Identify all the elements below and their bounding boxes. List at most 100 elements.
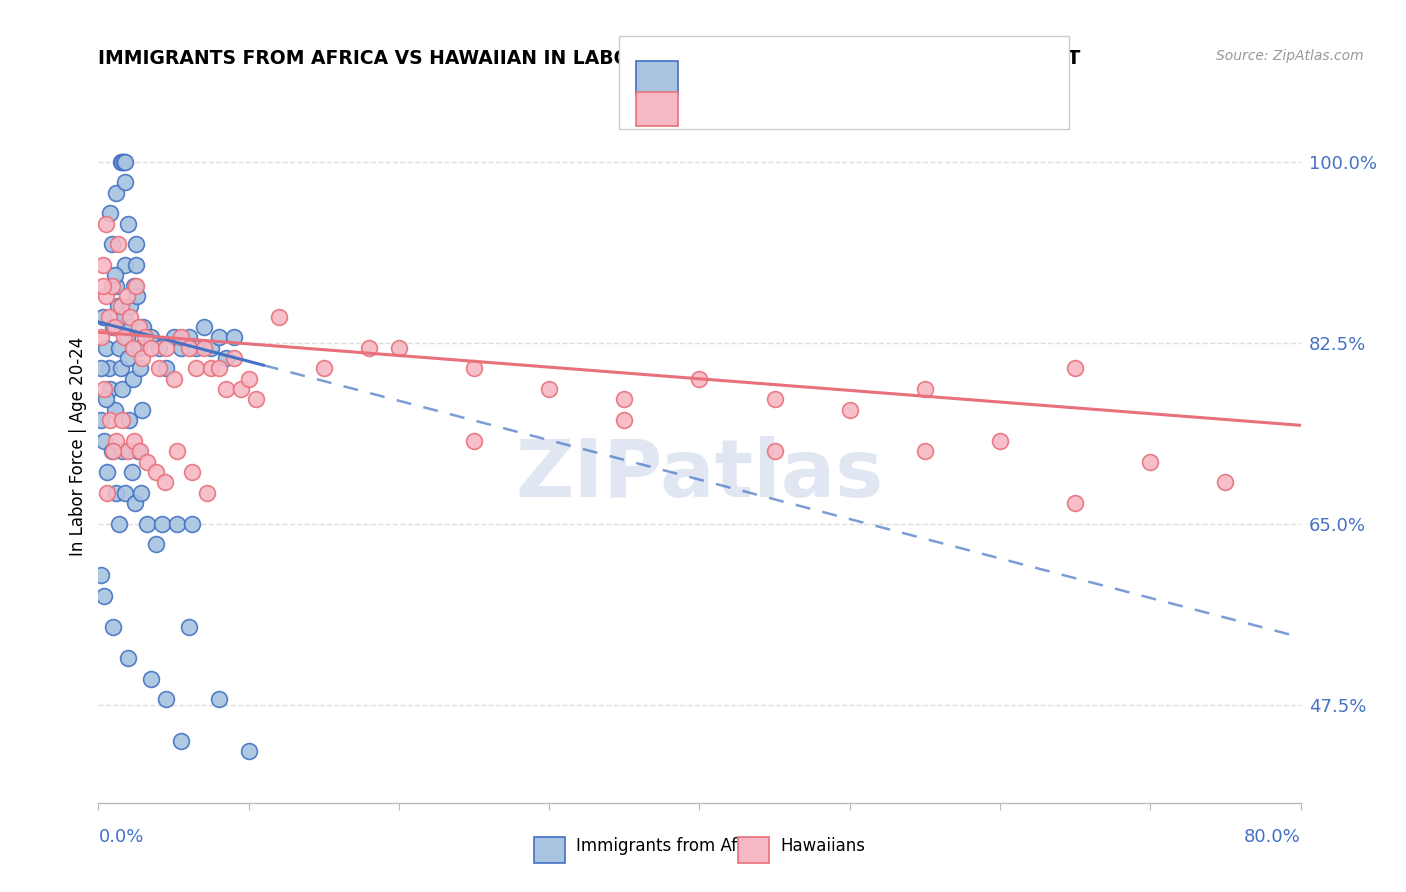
Point	[104, 320, 127, 334]
Point	[114, 154, 136, 169]
Point	[148, 341, 170, 355]
Point	[153, 475, 176, 490]
Point	[96, 465, 118, 479]
Point	[121, 465, 143, 479]
Point	[121, 320, 143, 334]
Point	[124, 278, 146, 293]
Point	[101, 444, 124, 458]
Point	[129, 485, 152, 500]
Point	[184, 341, 207, 355]
Point	[208, 330, 231, 344]
Point	[108, 341, 131, 355]
Point	[145, 537, 167, 551]
Text: ZIPatlas: ZIPatlas	[516, 435, 883, 514]
Point	[111, 154, 134, 169]
Point	[93, 434, 115, 448]
Point	[1064, 361, 1087, 376]
Point	[114, 258, 136, 272]
Point	[200, 361, 222, 376]
Point	[127, 444, 149, 458]
Point	[103, 444, 125, 458]
Point	[90, 568, 112, 582]
Point	[111, 413, 134, 427]
Text: N =: N =	[807, 100, 859, 118]
Point	[112, 154, 135, 169]
Point	[238, 744, 260, 758]
Point	[118, 413, 141, 427]
Text: N =: N =	[807, 69, 859, 87]
Point	[134, 330, 156, 344]
Point	[94, 289, 117, 303]
Point	[238, 372, 260, 386]
Point	[100, 382, 122, 396]
Point	[105, 434, 128, 448]
Point	[117, 217, 139, 231]
Text: 79: 79	[853, 69, 879, 87]
Point	[135, 516, 157, 531]
Point	[114, 485, 136, 500]
Point	[125, 278, 148, 293]
Point	[91, 258, 114, 272]
Point	[267, 310, 290, 324]
Point	[988, 434, 1011, 448]
Point	[166, 516, 188, 531]
Point	[613, 392, 636, 407]
Point	[180, 516, 202, 531]
Point	[110, 154, 132, 169]
Point	[104, 268, 127, 283]
Point	[312, 361, 335, 376]
Point	[107, 299, 129, 313]
Point	[103, 620, 125, 634]
Point	[132, 320, 155, 334]
Text: R =: R =	[692, 100, 731, 118]
Point	[162, 330, 184, 344]
Point	[208, 692, 231, 706]
Point	[538, 382, 561, 396]
Point	[208, 361, 231, 376]
Text: R =: R =	[692, 69, 731, 87]
Point	[94, 392, 117, 407]
Point	[125, 258, 148, 272]
Point	[1215, 475, 1237, 490]
Point	[90, 330, 112, 344]
Point	[1139, 454, 1161, 468]
Point	[222, 351, 245, 365]
Point	[111, 382, 134, 396]
Point	[93, 382, 115, 396]
Point	[122, 372, 145, 386]
Point	[245, 392, 267, 407]
Point	[914, 382, 936, 396]
Point	[129, 444, 152, 458]
Point	[222, 330, 245, 344]
Point	[96, 485, 118, 500]
Point	[170, 330, 193, 344]
Point	[128, 320, 150, 334]
Point	[145, 465, 167, 479]
Point	[170, 341, 193, 355]
Point	[155, 692, 177, 706]
Point	[112, 310, 135, 324]
Point	[838, 402, 860, 417]
Point	[215, 382, 238, 396]
Text: Immigrants from Africa: Immigrants from Africa	[576, 837, 768, 855]
Point	[763, 392, 786, 407]
Point	[105, 278, 128, 293]
Point	[94, 341, 117, 355]
Point	[131, 402, 153, 417]
Point	[215, 351, 238, 365]
Point	[100, 413, 122, 427]
Point	[148, 361, 170, 376]
Point	[463, 434, 485, 448]
Point	[388, 341, 411, 355]
Point	[117, 651, 139, 665]
Point	[90, 413, 112, 427]
Point	[139, 672, 162, 686]
Text: IMMIGRANTS FROM AFRICA VS HAWAIIAN IN LABOR FORCE | AGE 20-24 CORRELATION CHART: IMMIGRANTS FROM AFRICA VS HAWAIIAN IN LA…	[98, 49, 1081, 69]
Text: Source: ZipAtlas.com: Source: ZipAtlas.com	[1216, 49, 1364, 63]
Point	[139, 330, 162, 344]
Point	[107, 516, 129, 531]
Text: Hawaiians: Hawaiians	[780, 837, 865, 855]
Point	[104, 402, 127, 417]
Point	[91, 310, 114, 324]
Point	[118, 299, 141, 313]
